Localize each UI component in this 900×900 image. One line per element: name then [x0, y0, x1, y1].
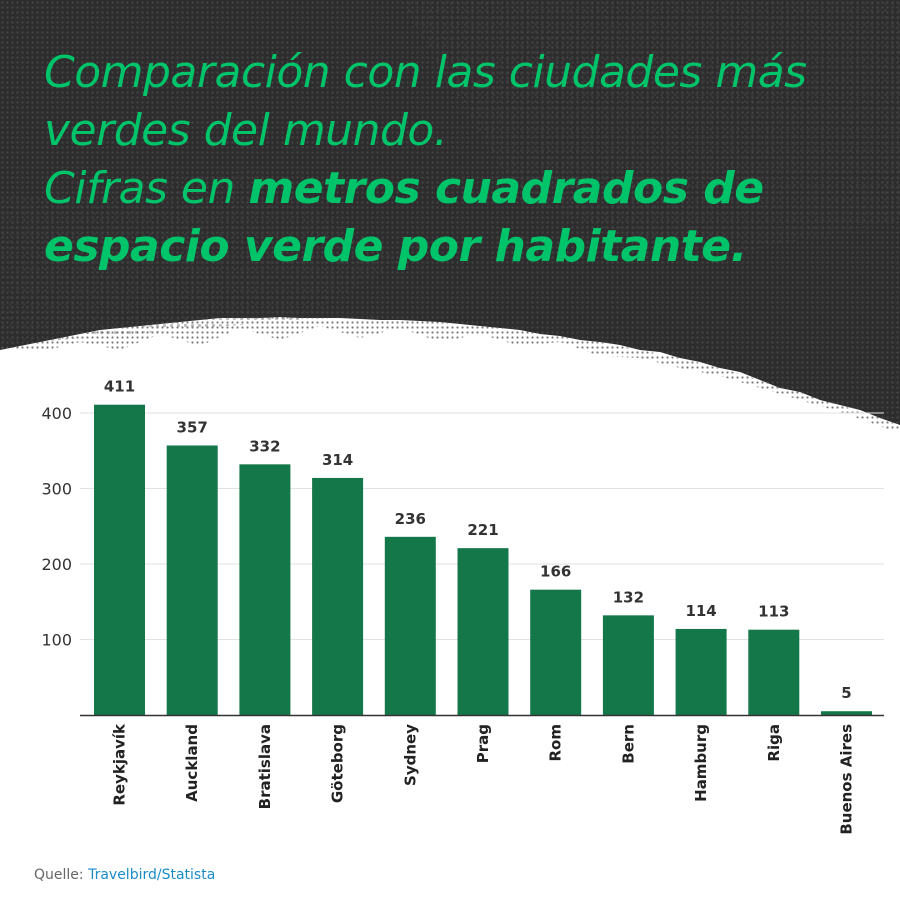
category-label: Rom [547, 724, 565, 762]
category-label: Bratislava [256, 724, 274, 809]
category-label: Reykjavík [111, 723, 129, 806]
hero-background [0, 0, 900, 430]
hero-speckle-edge [0, 317, 900, 430]
bar-0 [94, 404, 145, 715]
bar-8 [675, 628, 727, 715]
title-line-3-plain: Cifras en [44, 163, 249, 214]
category-label: Riga [765, 724, 783, 762]
bar-6 [530, 589, 582, 715]
category-label: Prag [474, 724, 492, 763]
title-line-1: Comparación con las ciudades más [44, 47, 807, 98]
data-label: 411 [104, 378, 135, 396]
bar-9 [748, 629, 800, 715]
y-tick-label: 300 [41, 480, 72, 499]
data-label: 221 [467, 521, 498, 539]
bar-3 [312, 477, 364, 715]
data-labels: 411 357 332 314 236 221 166 132 114 113 5 [104, 378, 852, 703]
bar-4 [384, 536, 436, 715]
title-line-2: verdes del mundo. [44, 105, 448, 156]
data-label: 166 [540, 563, 571, 581]
data-label: 132 [613, 588, 644, 606]
hero-texture-band-2 [0, 170, 400, 345]
bar-1 [166, 445, 218, 715]
y-axis-ticks: 100 200 300 400 [41, 404, 72, 650]
category-label: Auckland [183, 724, 201, 802]
bar-10 [821, 711, 872, 715]
y-tick-label: 100 [41, 631, 72, 650]
source-note: Quelle: Travelbird/Statista [34, 867, 215, 883]
title-line-3: Cifras en metros cuadrados de [44, 160, 874, 218]
bar-5 [457, 548, 509, 715]
title-line-3-bold: metros cuadrados de [248, 163, 764, 214]
data-label: 357 [177, 418, 208, 436]
category-label: Göteborg [329, 724, 347, 803]
data-label: 314 [322, 451, 353, 469]
data-label: 332 [249, 437, 280, 455]
source-link[interactable]: Travelbird/Statista [88, 867, 216, 883]
category-label: Buenos Aires [838, 724, 856, 835]
category-labels: Reykjavík Auckland Bratislava Göteborg Sydne… [111, 723, 856, 835]
category-label: Bern [619, 724, 637, 764]
title-line-4: espacio verde por habitante. [44, 221, 747, 272]
data-label: 236 [395, 510, 426, 528]
bar-chart: 100 200 300 400 411 357 332 314 236 221 166 132 114… [41, 378, 884, 835]
bar-7 [602, 615, 654, 715]
source-label: Quelle: [34, 867, 89, 883]
bars [94, 404, 872, 715]
category-label: Sydney [401, 724, 419, 786]
category-label: Hamburg [692, 724, 710, 802]
chart-title: Comparación con las ciudades más verdes … [44, 44, 874, 276]
hero-texture-lighter-band [400, 0, 900, 260]
y-tick-label: 400 [41, 404, 72, 423]
data-label: 114 [685, 602, 716, 620]
data-label: 5 [841, 684, 851, 702]
bar-2 [239, 464, 291, 715]
y-tick-label: 200 [41, 555, 72, 574]
data-label: 113 [758, 603, 789, 621]
